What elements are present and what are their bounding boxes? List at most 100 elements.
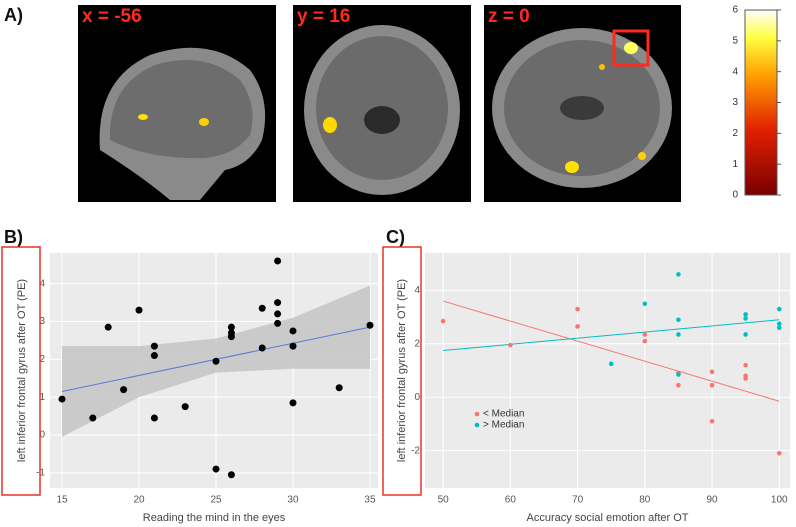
x-tick-label: 90 — [706, 495, 718, 506]
point — [274, 257, 282, 265]
y-tick-label: -1 — [36, 468, 45, 479]
y-tick-label: -2 — [411, 445, 420, 456]
point — [575, 324, 580, 329]
x-tick-label: 60 — [505, 495, 517, 506]
point — [709, 382, 715, 388]
x-tick-label: 70 — [572, 495, 584, 506]
point — [676, 332, 681, 337]
fit-line — [443, 300, 780, 402]
point — [743, 376, 748, 381]
legend-label: < Median — [483, 409, 524, 420]
legend-marker — [474, 411, 480, 417]
x-tick-label: 100 — [771, 495, 788, 506]
point — [776, 325, 782, 331]
x-tick-label: 20 — [133, 495, 145, 506]
axial-slice — [484, 5, 681, 202]
point — [104, 323, 112, 331]
point — [676, 382, 681, 388]
point — [227, 323, 235, 331]
point — [289, 399, 297, 407]
slice-label: x = -56 — [82, 6, 142, 27]
point — [776, 321, 782, 327]
x-axis-title: Reading the mind in the eyes — [143, 512, 286, 524]
colorbar-tick-label: 2 — [732, 128, 738, 139]
point — [181, 403, 189, 411]
highlight-box — [1, 246, 41, 496]
y-axis-title: left inferior frontal gyrus after OT (PE… — [396, 279, 408, 462]
point — [335, 384, 343, 392]
point — [150, 352, 158, 360]
point — [676, 372, 681, 377]
point — [89, 414, 97, 422]
point — [642, 332, 648, 337]
point — [743, 316, 748, 321]
point — [642, 301, 648, 307]
colorbar-tick-label: 5 — [732, 35, 738, 46]
colorbar — [744, 9, 778, 196]
point — [776, 306, 782, 312]
slice-label: y = 16 — [297, 6, 350, 27]
point — [120, 386, 128, 394]
point — [776, 450, 782, 456]
point — [676, 317, 681, 323]
point — [274, 319, 282, 327]
point — [258, 304, 266, 312]
y-tick-label: 4 — [414, 285, 420, 296]
point — [743, 332, 748, 337]
plot-background — [425, 253, 790, 488]
point — [227, 333, 235, 341]
legend-label: > Median — [483, 420, 524, 431]
x-tick-label: 50 — [438, 495, 450, 506]
y-tick-label: 3 — [39, 316, 45, 327]
x-tick-label: 35 — [364, 495, 376, 506]
colorbar-tick-label: 1 — [732, 159, 738, 170]
y-tick-label: 0 — [39, 430, 45, 441]
point — [150, 342, 158, 350]
fit-line — [443, 319, 780, 351]
point — [709, 418, 715, 424]
point — [608, 361, 614, 367]
x-tick-label: 15 — [56, 495, 68, 506]
point — [58, 395, 66, 403]
point — [366, 321, 374, 329]
point — [150, 414, 158, 422]
point — [135, 306, 143, 314]
point — [212, 465, 220, 473]
point — [575, 306, 580, 312]
point — [743, 312, 748, 317]
y-axis-title: left inferior frontal gyrus after OT (PE… — [16, 279, 28, 462]
point — [289, 342, 297, 350]
y-tick-label: 4 — [39, 278, 45, 289]
panel-label: C) — [386, 227, 405, 247]
point — [676, 272, 681, 277]
panel-label: A) — [4, 5, 23, 25]
y-tick-label: 2 — [414, 338, 420, 349]
point — [258, 344, 266, 352]
legend-marker — [474, 422, 480, 428]
point — [508, 342, 513, 348]
point — [274, 299, 282, 307]
point — [212, 357, 220, 365]
x-tick-label: 30 — [287, 495, 299, 506]
x-tick-label: 80 — [639, 495, 651, 506]
point — [289, 327, 297, 335]
y-tick-label: 0 — [414, 392, 420, 403]
colorbar-tick-label: 3 — [732, 97, 738, 108]
x-tick-label: 25 — [210, 495, 222, 506]
point — [709, 369, 715, 375]
panel-label: B) — [4, 227, 23, 247]
point — [227, 471, 235, 479]
point — [743, 362, 748, 368]
y-tick-label: 2 — [39, 354, 45, 365]
sagittal-slice — [78, 5, 276, 202]
x-axis-title: Accuracy social emotion after OT — [526, 512, 688, 524]
coronal-slice — [293, 5, 471, 202]
colorbar-tick-label: 6 — [732, 5, 738, 16]
point — [440, 318, 446, 324]
slice-label: z = 0 — [488, 6, 530, 27]
highlight-box — [382, 246, 422, 496]
point — [274, 310, 282, 318]
point — [642, 338, 648, 344]
colorbar-tick-label: 0 — [732, 190, 738, 201]
